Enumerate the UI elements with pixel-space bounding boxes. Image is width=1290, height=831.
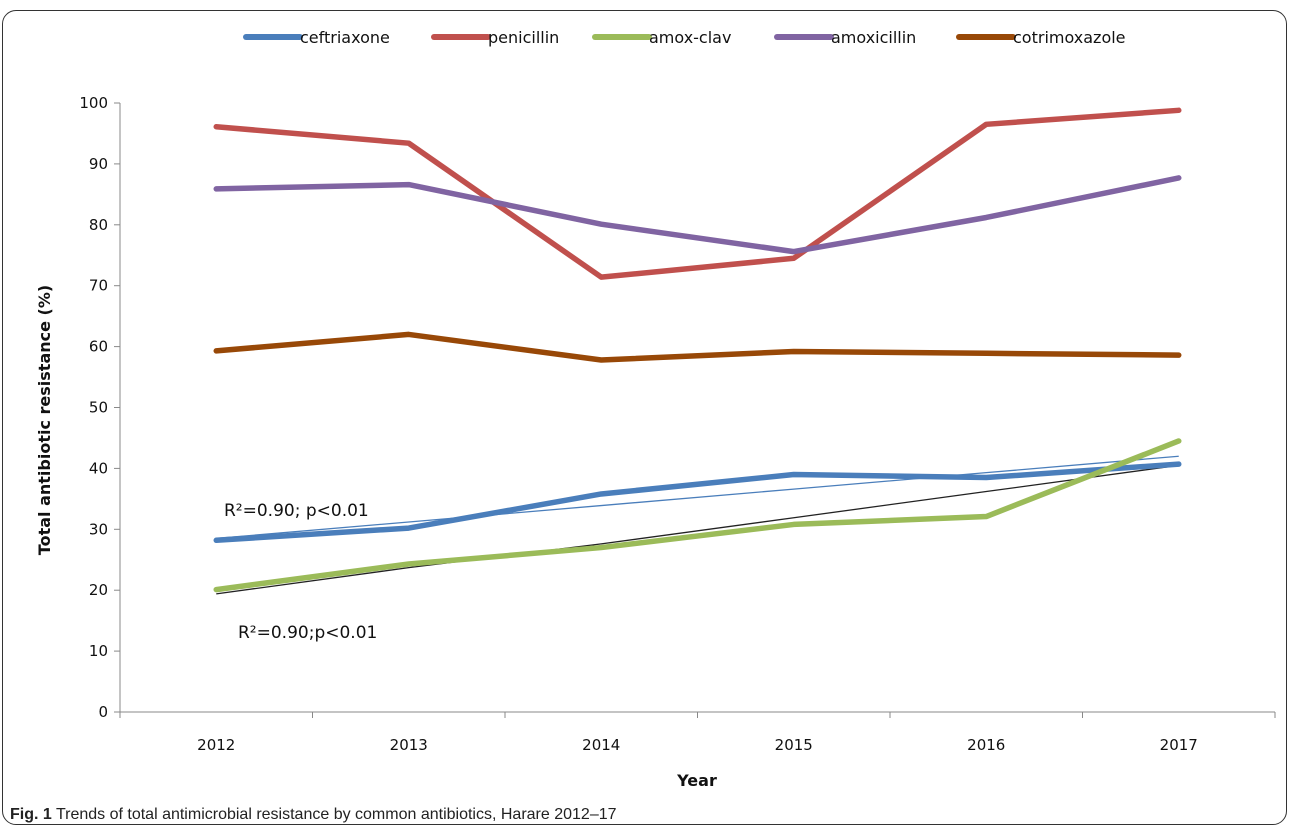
- series-lines: [213, 107, 1182, 593]
- x-tick-label: 2016: [967, 736, 1005, 754]
- legend-label-penicillin: penicillin: [488, 28, 559, 47]
- x-tick-label: 2015: [775, 736, 813, 754]
- y-tick-label: 80: [89, 216, 108, 234]
- caption-text: Trends of total antimicrobial resistance…: [51, 806, 617, 823]
- y-tick-label: 90: [89, 155, 108, 173]
- series-line-ceftriaxone: [213, 461, 1182, 544]
- series-line-cotrimoxazole: [213, 331, 1182, 363]
- series-line-penicillin: [213, 107, 1182, 280]
- x-axis: 2012 2013 2014 2015 2016 2017: [119, 711, 1276, 754]
- figure-frame: [2, 10, 1287, 825]
- trendlines: [216, 455, 1179, 595]
- annotations: R²=0.90; p<0.01 R²=0.90;p<0.01: [224, 501, 377, 643]
- x-tick-label: 2014: [582, 736, 620, 754]
- figure-caption: Fig. 1 Trends of total antimicrobial res…: [10, 806, 617, 824]
- y-tick-label: 40: [89, 459, 108, 477]
- y-tick-label: 50: [89, 399, 108, 417]
- y-tick-label: 20: [89, 581, 108, 599]
- x-tick-label: 2017: [1160, 736, 1198, 754]
- trendline-amox-clav: [216, 464, 1179, 595]
- y-tick-label: 10: [89, 642, 108, 660]
- chart-legend: ceftriaxone penicillin amox-clav amoxicilli…: [243, 28, 1126, 47]
- caption-label: Fig. 1: [10, 806, 52, 823]
- y-axis: 0 10 20 30 40 50 60 70 80 90 100: [79, 94, 121, 721]
- annotation-ceftriaxone: R²=0.90; p<0.01: [224, 501, 369, 521]
- x-axis-title: Year: [676, 771, 717, 790]
- legend-label-amox-clav: amox-clav: [649, 28, 731, 47]
- series-line-amoxicillin: [213, 175, 1182, 255]
- y-tick-label: 60: [89, 338, 108, 356]
- series-line-amox-clav: [213, 438, 1182, 593]
- trendline-ceftriaxone: [216, 455, 1179, 540]
- legend-label-cotrimoxazole: cotrimoxazole: [1013, 28, 1126, 47]
- x-tick-label: 2012: [197, 736, 235, 754]
- y-tick-label: 0: [98, 703, 108, 721]
- x-tick-label: 2013: [390, 736, 428, 754]
- legend-label-amoxicillin: amoxicillin: [831, 28, 916, 47]
- legend-label-ceftriaxone: ceftriaxone: [300, 28, 390, 47]
- annotation-amox-clav: R²=0.90;p<0.01: [238, 623, 377, 643]
- y-tick-label: 70: [89, 277, 108, 295]
- y-tick-label: 100: [79, 94, 108, 112]
- y-tick-label: 30: [89, 520, 108, 538]
- y-axis-title: Total antibiotic resistance (%): [35, 285, 54, 555]
